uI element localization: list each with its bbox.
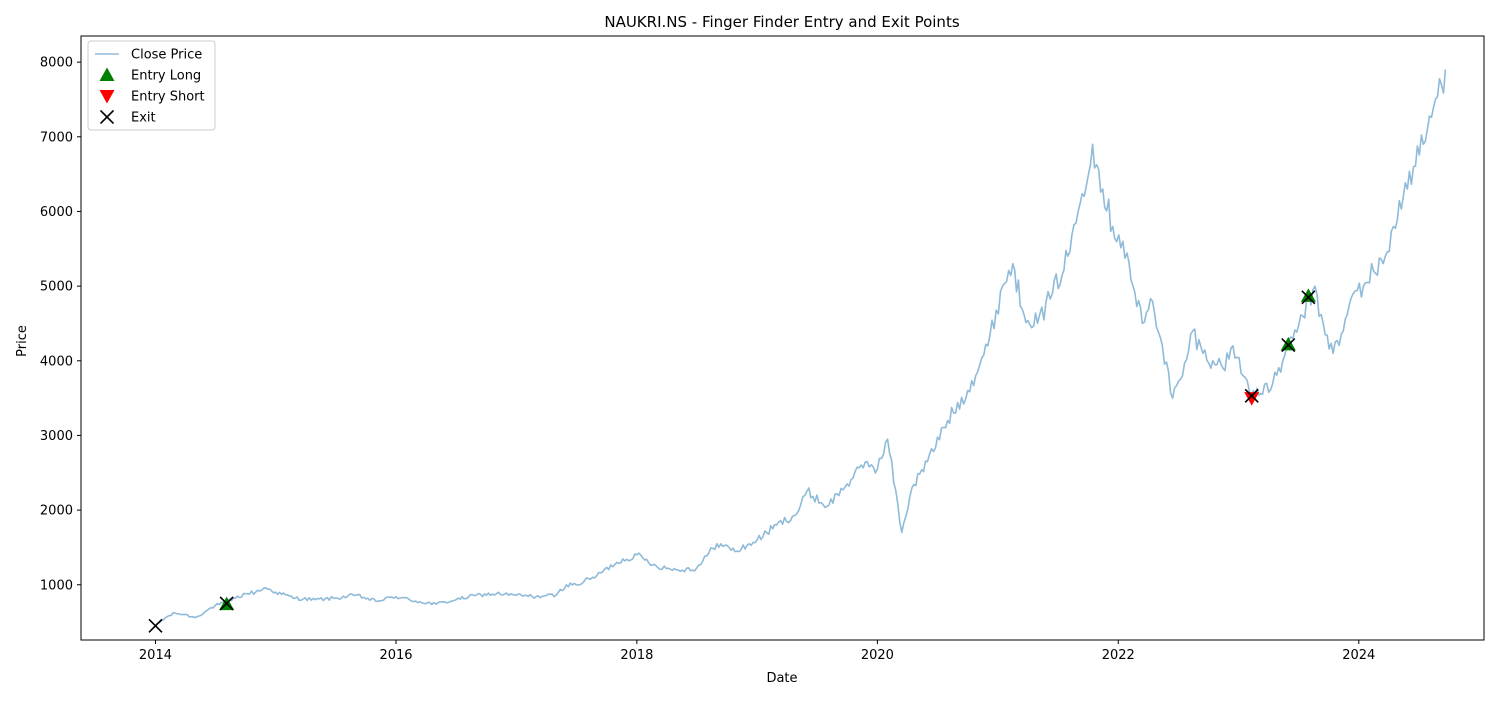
y-tick-label: 4000 xyxy=(40,354,73,369)
y-tick-label: 6000 xyxy=(40,205,73,220)
y-tick-label: 7000 xyxy=(40,130,73,145)
y-tick-label: 1000 xyxy=(40,578,73,593)
chart-title: NAUKRI.NS - Finger Finder Entry and Exit… xyxy=(604,13,959,31)
exit-stroke xyxy=(1244,388,1259,403)
y-axis-label: Price xyxy=(15,325,30,357)
x-tick-label: 2016 xyxy=(379,648,412,663)
y-tick-label: 8000 xyxy=(40,56,73,71)
legend-swatch-entry-long xyxy=(99,67,115,81)
exit-marker xyxy=(219,596,234,611)
legend-label: Exit xyxy=(131,111,156,126)
legend-label: Close Price xyxy=(131,48,202,63)
entry-short-marker xyxy=(1244,392,1260,406)
exit-marker xyxy=(1301,290,1316,305)
x-tick-label: 2024 xyxy=(1342,648,1375,663)
y-tick-label: 5000 xyxy=(40,280,73,295)
exit-marker xyxy=(148,618,163,633)
x-tick-label: 2018 xyxy=(620,648,653,663)
entry-long-marker xyxy=(1280,336,1296,351)
y-tick-label: 2000 xyxy=(40,504,73,519)
exit-stroke xyxy=(219,596,234,611)
exit-marker xyxy=(1281,338,1296,353)
exit-stroke xyxy=(1281,338,1296,353)
entry-long-marker xyxy=(1300,288,1316,302)
axes-frame xyxy=(80,35,1485,641)
exit-stroke xyxy=(1301,290,1316,305)
legend-label: Entry Long xyxy=(131,69,201,84)
x-tick-label: 2022 xyxy=(1102,648,1135,663)
legend-swatch-entry-short xyxy=(99,90,115,104)
legend: Close Price Entry Long Entry Short Exit xyxy=(87,40,216,131)
legend-box xyxy=(87,40,216,131)
legend-label: Entry Short xyxy=(131,90,205,105)
exit-stroke xyxy=(148,618,163,633)
plot-area: 2014 2016 2018 2020 2022 2024 1000 2000 3000 4000… xyxy=(40,35,1485,663)
x-axis-label: Date xyxy=(766,671,797,686)
x-tick-label: 2014 xyxy=(139,648,172,663)
y-tick-label: 3000 xyxy=(40,429,73,444)
exit-stroke xyxy=(99,109,115,125)
close-price-line xyxy=(154,69,1447,627)
x-tick-label: 2020 xyxy=(861,648,894,663)
legend-swatch-exit xyxy=(99,109,115,125)
exit-marker xyxy=(1244,388,1259,403)
